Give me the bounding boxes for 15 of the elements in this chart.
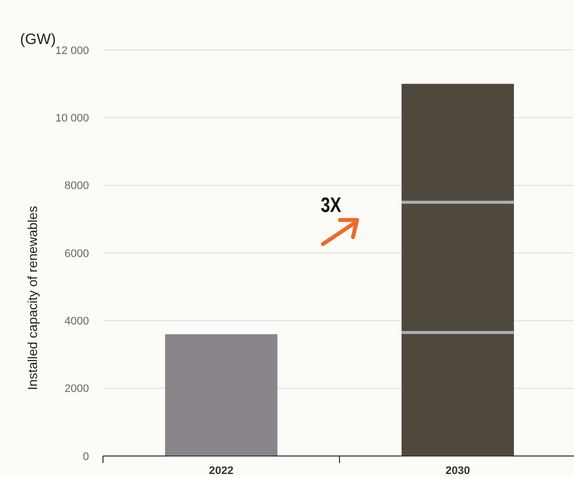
annotation: 3X [320,194,342,218]
y-tick-label: 4000 [64,316,89,328]
y-tick-label: 10 000 [55,112,89,125]
y-axis-title: Installed capacity of renewables [25,205,40,390]
y-tick-label: 12 000 [55,44,89,57]
x-tick-label: 2030 [446,465,470,477]
y-tick-label: 8000 [64,180,89,192]
text: (GW) [20,31,56,48]
y-tick-label: 6000 [64,248,89,260]
x-tick-label: 2022 [209,465,234,477]
y-tick-label: 0 [82,450,89,463]
bar [402,84,514,202]
bar [402,202,514,333]
bar [165,334,278,456]
y-tick-label: 2000 [64,383,89,396]
